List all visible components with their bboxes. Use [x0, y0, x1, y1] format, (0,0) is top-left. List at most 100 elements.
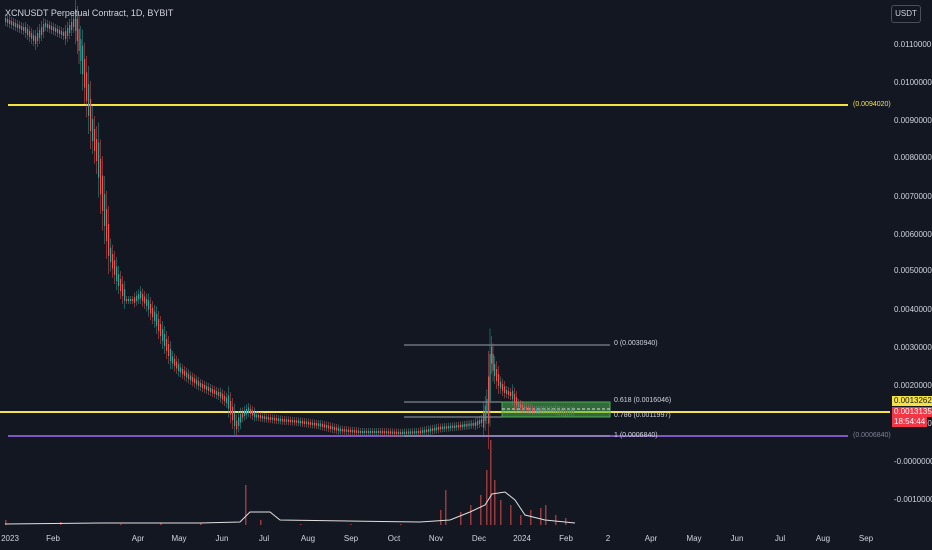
time-tick-label: Aug: [300, 534, 316, 543]
candle: [172, 356, 174, 364]
candle: [168, 344, 170, 356]
candle: [384, 431, 386, 434]
candle: [557, 409, 559, 412]
candle: [539, 409, 541, 411]
candle: [208, 387, 210, 391]
candle: [212, 389, 214, 393]
candle: [406, 431, 408, 434]
candle: [559, 409, 561, 413]
candle: [418, 431, 420, 434]
candle: [210, 388, 212, 392]
candle: [110, 247, 112, 263]
chart-title: XCNUSDT Perpetual Contract, 1D, BYBIT: [5, 8, 174, 18]
candle: [471, 423, 473, 426]
price-tick-label: -0.0000000: [894, 457, 932, 466]
candle: [286, 419, 288, 422]
candle: [17, 24, 19, 28]
volume-bar: [486, 470, 488, 525]
candle: [136, 295, 138, 301]
time-tick-label: Jul: [774, 534, 786, 543]
candle: [392, 431, 394, 434]
candle: [214, 390, 216, 394]
candle: [114, 260, 116, 275]
candle: [242, 412, 244, 418]
candle: [524, 406, 526, 410]
volume-bar: [120, 524, 122, 525]
candle: [332, 426, 334, 430]
price-tick-label: 0.0080000: [894, 153, 932, 162]
candle: [400, 431, 402, 435]
candle: [120, 279, 122, 291]
candle: [180, 367, 182, 373]
volume-bar: [480, 495, 482, 525]
candle: [45, 23, 47, 27]
candle: [422, 430, 424, 433]
candle: [280, 418, 282, 422]
candle: [302, 421, 304, 424]
candle: [116, 266, 118, 281]
candle: [320, 423, 322, 427]
candle: [555, 408, 557, 412]
candle: [274, 417, 276, 421]
currency-button[interactable]: USDT: [891, 5, 921, 23]
candle: [547, 409, 549, 411]
candle: [432, 428, 434, 431]
time-tick-label: Aug: [815, 534, 831, 543]
candle: [11, 21, 13, 25]
candle: [504, 386, 506, 393]
candle: [112, 254, 114, 269]
candle: [41, 27, 43, 35]
candle: [206, 386, 208, 390]
candle: [88, 84, 90, 116]
candle: [244, 410, 246, 416]
candle: [326, 425, 328, 428]
candle: [126, 299, 128, 301]
volume-bar: [565, 518, 567, 525]
time-tick-label: Dec: [471, 534, 487, 543]
candle: [164, 334, 166, 346]
time-tick-label: 2: [605, 534, 611, 543]
price-tick-label: 0.0090000: [894, 116, 932, 125]
candle: [491, 346, 493, 364]
candle: [246, 409, 248, 415]
time-tick-label: 2024: [513, 534, 531, 543]
candle: [238, 417, 240, 426]
candle: [236, 420, 238, 430]
candle: [452, 425, 454, 428]
candle: [264, 416, 266, 419]
candle: [428, 429, 430, 432]
volume-bar: [260, 520, 262, 525]
volume-bar: [530, 510, 532, 525]
candle: [450, 425, 452, 429]
lower-line-label: (0.0006840): [853, 432, 891, 439]
candle: [176, 361, 178, 369]
fib-level-0786-label: 0.786 (0.0011997): [614, 412, 671, 419]
candle: [200, 383, 202, 387]
time-tick-label: Feb: [559, 534, 573, 543]
candle: [535, 409, 538, 411]
candle: [134, 297, 136, 303]
candle: [526, 407, 528, 410]
candle: [39, 30, 41, 38]
candle: [196, 379, 198, 385]
candle: [69, 25, 71, 33]
candle: [124, 289, 126, 301]
candle: [475, 422, 477, 426]
volume-bar: [490, 440, 492, 525]
candle: [142, 294, 144, 301]
candle: [9, 20, 11, 24]
candle: [310, 422, 312, 425]
volume-bar: [460, 512, 462, 525]
candle: [298, 420, 300, 423]
candle: [132, 299, 134, 301]
candle: [122, 284, 124, 296]
candle: [73, 19, 75, 27]
candle: [512, 390, 514, 400]
candle: [528, 407, 530, 411]
candle: [569, 410, 571, 413]
candle: [108, 224, 110, 256]
candle: [469, 423, 471, 426]
candle: [51, 26, 53, 30]
